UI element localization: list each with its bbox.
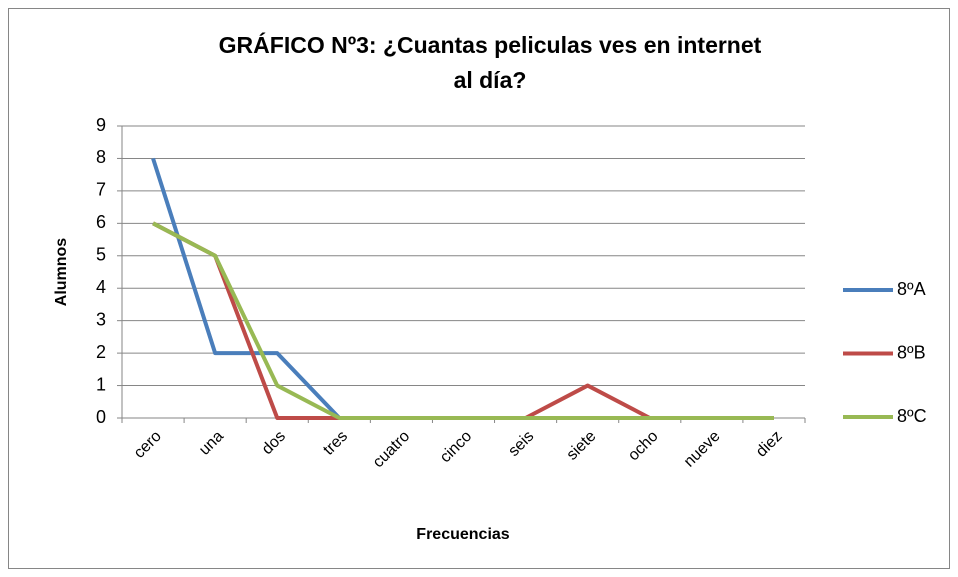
x-axis-label: Frecuencias (416, 526, 509, 543)
y-tick-label: 4 (96, 277, 106, 297)
y-tick-label: 9 (96, 115, 106, 135)
legend-label: 8ºB (897, 342, 926, 362)
chart-title: al día? (454, 67, 527, 93)
y-tick-label: 6 (96, 212, 106, 232)
legend-label: 8ºC (897, 406, 927, 426)
y-tick-label: 8 (96, 147, 106, 167)
y-tick-label: 1 (96, 374, 106, 394)
y-tick-label: 0 (96, 407, 106, 427)
y-tick-label: 2 (96, 342, 106, 362)
y-tick-label: 3 (96, 309, 106, 329)
y-axis-label: Alumnos (53, 238, 70, 307)
series-line (152, 221, 774, 420)
y-tick-label: 5 (96, 245, 106, 265)
chart-title: GRÁFICO Nº3: ¿Cuantas peliculas ves en i… (219, 31, 762, 58)
y-tick-label: 7 (96, 180, 106, 200)
legend-label: 8ºA (897, 279, 926, 299)
